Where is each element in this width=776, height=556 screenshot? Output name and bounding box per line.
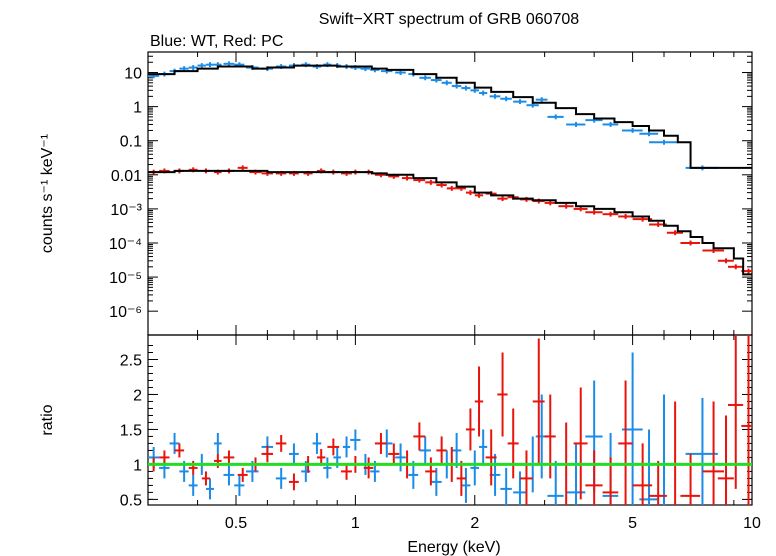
ratio-frame [147, 334, 753, 506]
chart-title: Swift−XRT spectrum of GRB 060708 [319, 11, 580, 28]
spectrum-y-tick-label: 10⁻⁶ [109, 304, 142, 321]
ratio-panel: 0.5 1 2 5 10 0.5 1 1.5 2 2.5 [120, 334, 761, 532]
energy-x-axis-label: Energy (keV) [407, 539, 500, 556]
spectrum-model-2 [148, 64, 752, 169]
x-tick-label: 10 [743, 515, 761, 532]
spectrum-frame [147, 51, 753, 336]
spectrum-y-tick-label: 0.01 [111, 168, 142, 185]
spectrum-y-tick-label: 10 [124, 66, 142, 83]
spectrum-y-tick-label: 0.1 [120, 134, 142, 151]
ratio-y-tick-label: 2.5 [120, 352, 142, 369]
ratio-data [148, 335, 752, 505]
ratio-y-tick-label: 1 [133, 457, 142, 474]
x-tick-label: 0.5 [225, 515, 247, 532]
spectrum-model-3 [148, 169, 752, 276]
spectrum-y-axis-label: counts s⁻¹ keV⁻¹ [39, 134, 56, 253]
spectrum-y-tick-label: 10⁻³ [110, 202, 142, 219]
x-tick-label: 1 [351, 515, 360, 532]
x-tick-label: 2 [470, 515, 479, 532]
spectrum-y-tick-label: 1 [133, 100, 142, 117]
ratio-y-tick-label: 0.5 [120, 492, 142, 509]
spectrum-y-tick-label: 10⁻⁵ [109, 270, 142, 287]
x-tick-label: 5 [628, 515, 637, 532]
spectrum-y-tick-label: 10⁻⁴ [109, 236, 142, 253]
ratio-y-tick-label: 1.5 [120, 422, 142, 439]
chart-subtitle: Blue: WT, Red: PC [150, 33, 283, 50]
spectrum-data [148, 61, 752, 276]
ratio-y-axis-label: ratio [39, 404, 56, 435]
spectrum-panel: 10 1 0.1 0.01 10⁻³ 10⁻⁴ 10⁻⁵ 10⁻⁶ [109, 51, 753, 336]
ratio-y-tick-label: 2 [133, 387, 142, 404]
